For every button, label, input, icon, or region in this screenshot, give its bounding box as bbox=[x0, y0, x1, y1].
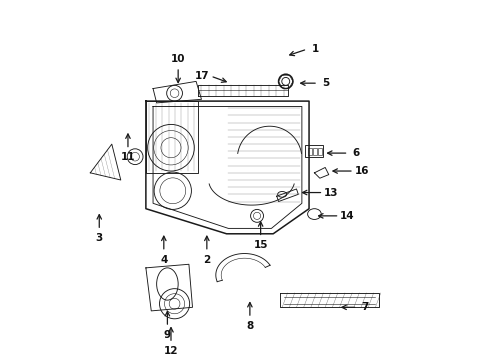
Text: 8: 8 bbox=[246, 321, 253, 331]
Text: 5: 5 bbox=[322, 78, 329, 88]
Text: 7: 7 bbox=[361, 302, 368, 312]
Text: 15: 15 bbox=[253, 240, 267, 250]
Text: 6: 6 bbox=[352, 148, 359, 158]
Text: 13: 13 bbox=[324, 188, 338, 198]
Text: 10: 10 bbox=[171, 54, 185, 64]
Text: 9: 9 bbox=[163, 330, 171, 340]
Text: 2: 2 bbox=[203, 255, 210, 265]
Text: 3: 3 bbox=[96, 233, 102, 243]
Text: 4: 4 bbox=[160, 255, 167, 265]
Text: 16: 16 bbox=[354, 166, 368, 176]
Text: 14: 14 bbox=[340, 211, 354, 221]
Text: 12: 12 bbox=[163, 346, 178, 356]
Text: 1: 1 bbox=[311, 44, 318, 54]
Text: 11: 11 bbox=[121, 152, 135, 162]
Text: 17: 17 bbox=[195, 71, 209, 81]
